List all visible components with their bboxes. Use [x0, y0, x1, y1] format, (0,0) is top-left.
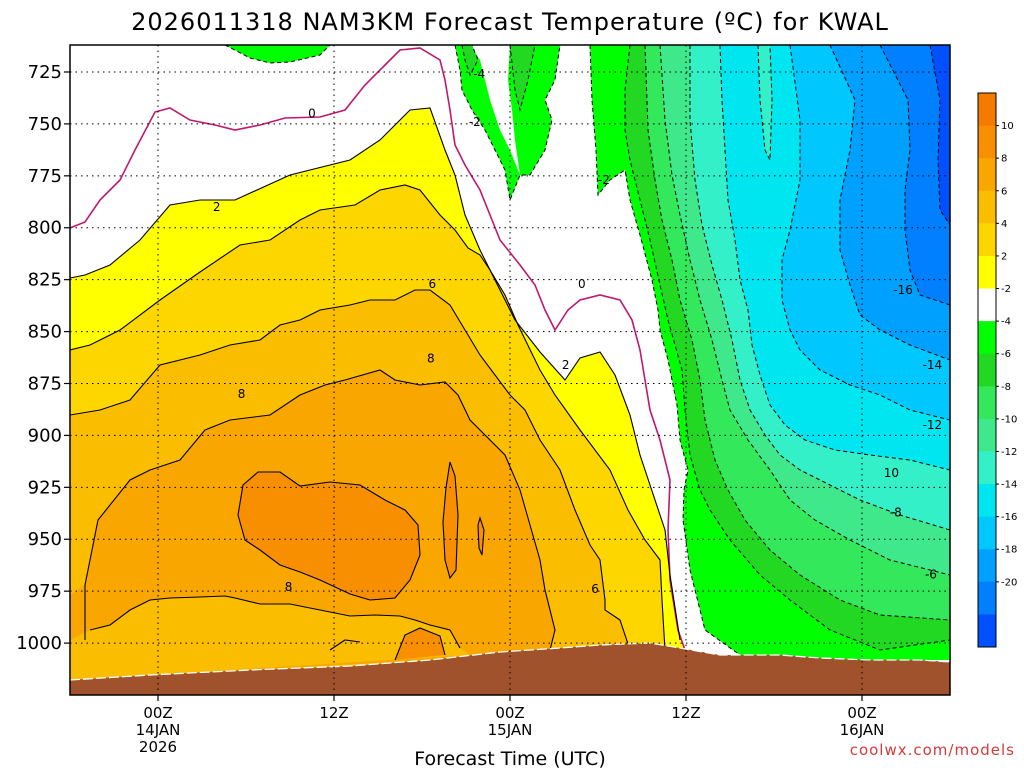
field-below-minus4c-upper	[462, 45, 478, 75]
colorbar-swatch	[978, 614, 996, 648]
contour-label: 8	[427, 352, 435, 366]
colorbar-label: -2	[1001, 284, 1011, 295]
contour-label: 6	[591, 582, 599, 596]
contour-labels: 0 2 -4 -2 -2 0 6 8 8 2 8 6 -16 -14 -12 10 -8 -6	[213, 67, 942, 596]
colorbar-label: 4	[1001, 219, 1007, 230]
colorbar-label: 6	[1001, 186, 1007, 197]
y-tick-label: 950	[28, 529, 62, 550]
colorbar-label: -16	[1001, 512, 1017, 523]
colorbar-swatch	[978, 288, 996, 322]
x-tick-label: 15JAN	[488, 721, 533, 739]
terrain-edge	[70, 642, 950, 681]
y-tick-label: 1000	[16, 633, 62, 654]
field-below-minus2c-top	[225, 45, 330, 63]
field-near-surface-patch	[395, 628, 445, 660]
colorbar-swatch	[978, 125, 996, 159]
contour-label: -12	[923, 418, 943, 432]
colorbar-swatch	[978, 255, 996, 290]
colorbar-label: -12	[1001, 447, 1017, 458]
warm-isotherms	[70, 107, 681, 661]
x-tick-label: 00Z	[495, 704, 524, 722]
y-tick-label: 750	[28, 114, 62, 135]
colorbar-swatch	[978, 190, 996, 224]
colorbar-label: -4	[1001, 317, 1011, 328]
contour-label: 0	[308, 107, 316, 121]
contour-label: 8	[285, 580, 293, 594]
colorbar-swatch	[978, 418, 996, 452]
x-tick-label: 12Z	[319, 704, 348, 722]
chart-title: 2026011318 NAM3KM Forecast Temperature (…	[131, 8, 889, 36]
contour-label: -16	[893, 283, 913, 297]
colorbar-swatch	[978, 484, 996, 518]
x-tick-label: 12Z	[671, 704, 700, 722]
y-tick-label: 775	[28, 166, 62, 187]
colorbar-label: -6	[1001, 349, 1011, 360]
field-below-minus20c	[930, 45, 950, 225]
contour-label: -6	[925, 568, 937, 582]
colorbar-swatch	[978, 353, 996, 387]
colorbar-label: 8	[1001, 154, 1007, 165]
colorbar-label: -18	[1001, 545, 1017, 556]
x-tick-label: 2026	[139, 738, 177, 756]
colorbar-label: -20	[1001, 577, 1017, 588]
colorbar-swatch	[978, 581, 996, 615]
contour-label: -8	[890, 505, 902, 519]
field-below-minus2c-upper	[455, 45, 520, 200]
colorbar-label: -8	[1001, 382, 1011, 393]
dotted-grid	[70, 45, 950, 695]
colorbar-swatch	[978, 549, 996, 583]
x-tick-label: 16JAN	[840, 721, 885, 739]
contour-fields: 0 2 -4 -2 -2 0 6 8 8 2 8 6 -16 -14 -12 10 -8 -6	[70, 45, 950, 695]
colorbar-label: 10	[1001, 121, 1014, 132]
cold-isotherms	[224, 45, 950, 656]
colorbar-label: 2	[1001, 251, 1007, 262]
colorbar-label: -14	[1001, 480, 1017, 491]
colorbar-swatch	[978, 93, 996, 127]
colorbar-swatch	[978, 223, 996, 257]
colorbar-swatch	[978, 386, 996, 420]
contour-label: 0	[578, 277, 586, 291]
colorbar-label: -10	[1001, 414, 1017, 425]
contour-label: 8	[238, 387, 246, 401]
y-tick-label: 875	[28, 373, 62, 394]
contour-label: 10	[884, 466, 899, 480]
credit-text: coolwx.com/models	[850, 741, 1015, 759]
zero-isotherm	[70, 47, 686, 651]
contour-label: -14	[923, 358, 943, 372]
contour-label: 2	[562, 358, 570, 372]
terrain-surface	[70, 643, 950, 695]
field-small-warm-core	[443, 462, 458, 578]
y-axis: 725 750 775 800 825 850 875 900 925 950 975 1000	[16, 62, 70, 654]
y-tick-label: 900	[28, 425, 62, 446]
y-tick-label: 800	[28, 218, 62, 239]
colorbar-swatch	[978, 516, 996, 550]
y-tick-label: 825	[28, 270, 62, 291]
colorbar-frame	[977, 92, 997, 648]
field-below-minus18c	[880, 45, 950, 305]
contour-label: -2	[469, 115, 481, 129]
x-tick-label: 14JAN	[136, 721, 181, 739]
contour-label: -4	[473, 67, 485, 81]
y-tick-label: 850	[28, 322, 62, 343]
colorbar-swatch	[978, 321, 996, 355]
colorbar: 10 8 6 4 2 -2 -4 -6 -8 -10 -12 -14 -16 -18 -20	[977, 92, 1017, 648]
x-axis-label: Forecast Time (UTC)	[414, 748, 605, 768]
colorbar-swatch	[978, 158, 996, 192]
y-tick-label: 725	[28, 62, 62, 83]
contour-label: 2	[213, 200, 221, 214]
contour-label: -2	[598, 173, 610, 187]
y-tick-label: 925	[28, 477, 62, 498]
colorbar-swatch	[978, 451, 996, 485]
field-surface-warm	[70, 596, 470, 680]
x-tick-label: 00Z	[847, 704, 876, 722]
contour-label: 6	[428, 277, 436, 291]
x-tick-label: 00Z	[143, 704, 172, 722]
y-tick-label: 975	[28, 581, 62, 602]
field-teal-notch	[758, 45, 772, 160]
field-above-10c	[238, 472, 420, 600]
